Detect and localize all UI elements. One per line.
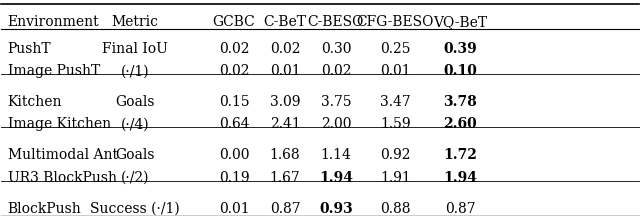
Text: 2.00: 2.00 bbox=[321, 118, 351, 131]
Text: Goals: Goals bbox=[115, 148, 155, 162]
Text: 1.67: 1.67 bbox=[269, 171, 300, 185]
Text: 3.47: 3.47 bbox=[380, 95, 411, 109]
Text: C-BeT: C-BeT bbox=[264, 15, 307, 29]
Text: (·/4): (·/4) bbox=[121, 118, 150, 131]
Text: PushT: PushT bbox=[8, 42, 51, 56]
Text: 0.92: 0.92 bbox=[380, 148, 410, 162]
Text: Success (·/1): Success (·/1) bbox=[90, 202, 180, 216]
Text: 0.00: 0.00 bbox=[219, 148, 249, 162]
Text: CFG-BESO: CFG-BESO bbox=[356, 15, 434, 29]
Text: 0.01: 0.01 bbox=[219, 202, 250, 216]
Text: 3.78: 3.78 bbox=[444, 95, 477, 109]
Text: 0.25: 0.25 bbox=[380, 42, 410, 56]
Text: UR3 BlockPush: UR3 BlockPush bbox=[8, 171, 116, 185]
Text: 0.02: 0.02 bbox=[321, 64, 351, 78]
Text: 3.09: 3.09 bbox=[269, 95, 300, 109]
Text: 0.93: 0.93 bbox=[319, 202, 353, 216]
Text: 1.91: 1.91 bbox=[380, 171, 411, 185]
Text: BlockPush: BlockPush bbox=[8, 202, 81, 216]
Text: 0.39: 0.39 bbox=[444, 42, 477, 56]
Text: 0.87: 0.87 bbox=[445, 202, 476, 216]
Text: Goals: Goals bbox=[115, 95, 155, 109]
Text: 0.02: 0.02 bbox=[219, 42, 249, 56]
Text: (·/2): (·/2) bbox=[121, 171, 150, 185]
Text: GCBC: GCBC bbox=[212, 15, 255, 29]
Text: 1.94: 1.94 bbox=[319, 171, 353, 185]
Text: 0.10: 0.10 bbox=[444, 64, 477, 78]
Text: Environment: Environment bbox=[8, 15, 99, 29]
Text: 0.02: 0.02 bbox=[269, 42, 300, 56]
Text: 0.15: 0.15 bbox=[219, 95, 250, 109]
Text: 0.02: 0.02 bbox=[219, 64, 249, 78]
Text: 1.59: 1.59 bbox=[380, 118, 410, 131]
Text: Kitchen: Kitchen bbox=[8, 95, 62, 109]
Text: 1.94: 1.94 bbox=[443, 171, 477, 185]
Text: 0.64: 0.64 bbox=[219, 118, 250, 131]
Text: Metric: Metric bbox=[112, 15, 159, 29]
Text: 0.30: 0.30 bbox=[321, 42, 351, 56]
Text: 2.60: 2.60 bbox=[444, 118, 477, 131]
Text: Image PushT: Image PushT bbox=[8, 64, 100, 78]
Text: 0.01: 0.01 bbox=[380, 64, 410, 78]
Text: 3.75: 3.75 bbox=[321, 95, 351, 109]
Text: VQ-BeT: VQ-BeT bbox=[433, 15, 487, 29]
Text: 0.88: 0.88 bbox=[380, 202, 410, 216]
Text: 1.14: 1.14 bbox=[321, 148, 351, 162]
Text: Final IoU: Final IoU bbox=[102, 42, 168, 56]
Text: 0.19: 0.19 bbox=[219, 171, 250, 185]
Text: C-BESO: C-BESO bbox=[308, 15, 364, 29]
Text: 2.41: 2.41 bbox=[269, 118, 300, 131]
Text: 1.68: 1.68 bbox=[269, 148, 300, 162]
Text: (·/1): (·/1) bbox=[121, 64, 150, 78]
Text: Image Kitchen: Image Kitchen bbox=[8, 118, 111, 131]
Text: Multimodal Ant: Multimodal Ant bbox=[8, 148, 118, 162]
Text: 1.72: 1.72 bbox=[444, 148, 477, 162]
Text: 0.87: 0.87 bbox=[269, 202, 300, 216]
Text: 0.01: 0.01 bbox=[269, 64, 300, 78]
